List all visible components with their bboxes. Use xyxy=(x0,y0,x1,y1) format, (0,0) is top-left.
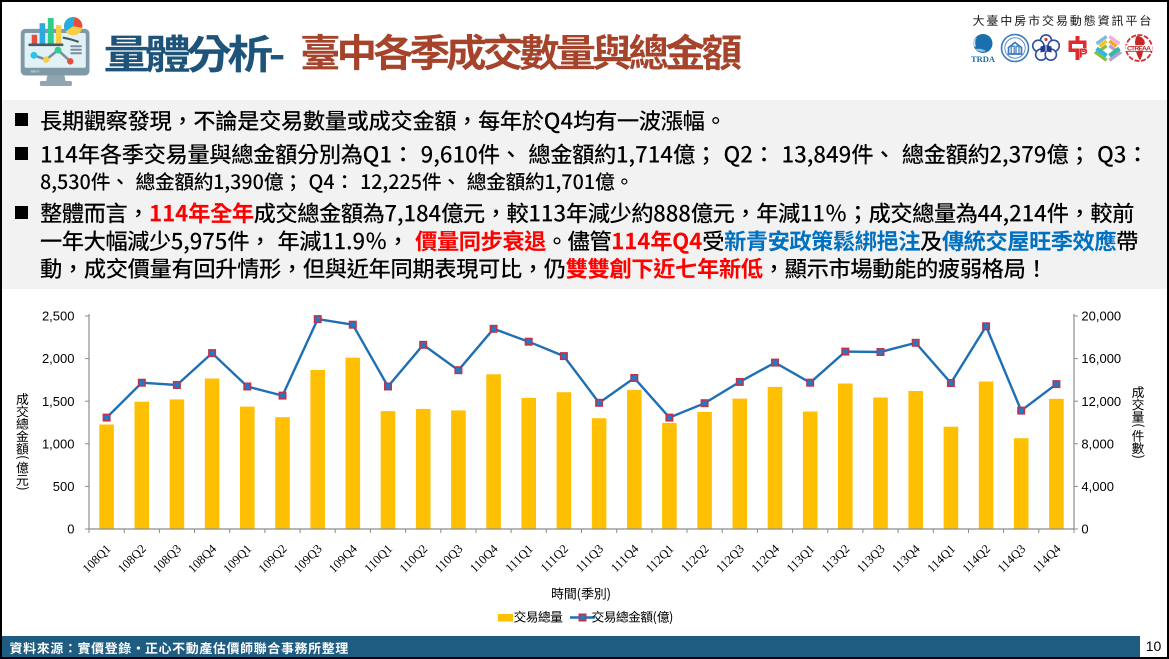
svg-text:109Q2: 109Q2 xyxy=(256,542,290,576)
svg-text:1,000: 1,000 xyxy=(42,436,75,451)
svg-text:111Q2: 111Q2 xyxy=(538,542,571,575)
svg-text:0: 0 xyxy=(67,522,74,537)
svg-text:2,500: 2,500 xyxy=(42,309,75,324)
svg-text:112Q2: 112Q2 xyxy=(678,542,712,576)
svg-text:P: P xyxy=(1079,46,1088,61)
svg-text:0: 0 xyxy=(1081,522,1088,537)
svg-text:CTREAA: CTREAA xyxy=(1127,45,1151,52)
svg-text:110Q2: 110Q2 xyxy=(397,542,431,576)
svg-text:114Q3: 114Q3 xyxy=(995,542,1029,576)
svg-text:114Q4: 114Q4 xyxy=(1030,541,1064,575)
svg-text:16,000: 16,000 xyxy=(1081,351,1121,366)
svg-text:113Q1: 113Q1 xyxy=(784,542,818,576)
svg-text:8,000: 8,000 xyxy=(1081,436,1114,451)
svg-text:TRDA: TRDA xyxy=(971,54,996,64)
svg-text:113Q4: 113Q4 xyxy=(889,541,923,575)
svg-text:12,000: 12,000 xyxy=(1081,394,1121,409)
svg-text:111Q4: 111Q4 xyxy=(608,541,642,575)
svg-text:110Q4: 110Q4 xyxy=(467,541,501,575)
svg-text:1,500: 1,500 xyxy=(42,394,75,409)
svg-text:109Q3: 109Q3 xyxy=(291,542,325,576)
svg-text:114Q2: 114Q2 xyxy=(960,542,994,576)
svg-text:112Q1: 112Q1 xyxy=(643,542,677,576)
svg-text:109Q4: 109Q4 xyxy=(326,541,360,575)
svg-text:111Q1: 111Q1 xyxy=(503,542,536,575)
svg-text:112Q3: 112Q3 xyxy=(713,542,747,576)
svg-text:110Q1: 110Q1 xyxy=(361,542,395,576)
svg-text:4,000: 4,000 xyxy=(1081,479,1114,494)
svg-text:2,000: 2,000 xyxy=(42,351,75,366)
svg-text:108Q2: 108Q2 xyxy=(115,542,149,576)
svg-text:108Q1: 108Q1 xyxy=(80,542,114,576)
svg-text:112Q4: 112Q4 xyxy=(748,541,782,575)
svg-text:500: 500 xyxy=(53,479,75,494)
svg-text:111Q3: 111Q3 xyxy=(573,542,606,575)
svg-text:114Q1: 114Q1 xyxy=(924,542,958,576)
svg-text:110Q3: 110Q3 xyxy=(432,542,466,576)
svg-text:109Q1: 109Q1 xyxy=(220,542,254,576)
svg-text:108Q4: 108Q4 xyxy=(185,541,219,575)
svg-text:113Q3: 113Q3 xyxy=(854,542,888,576)
svg-text:113Q2: 113Q2 xyxy=(819,542,853,576)
svg-text:20,000: 20,000 xyxy=(1081,309,1121,324)
svg-text:108Q3: 108Q3 xyxy=(150,542,184,576)
